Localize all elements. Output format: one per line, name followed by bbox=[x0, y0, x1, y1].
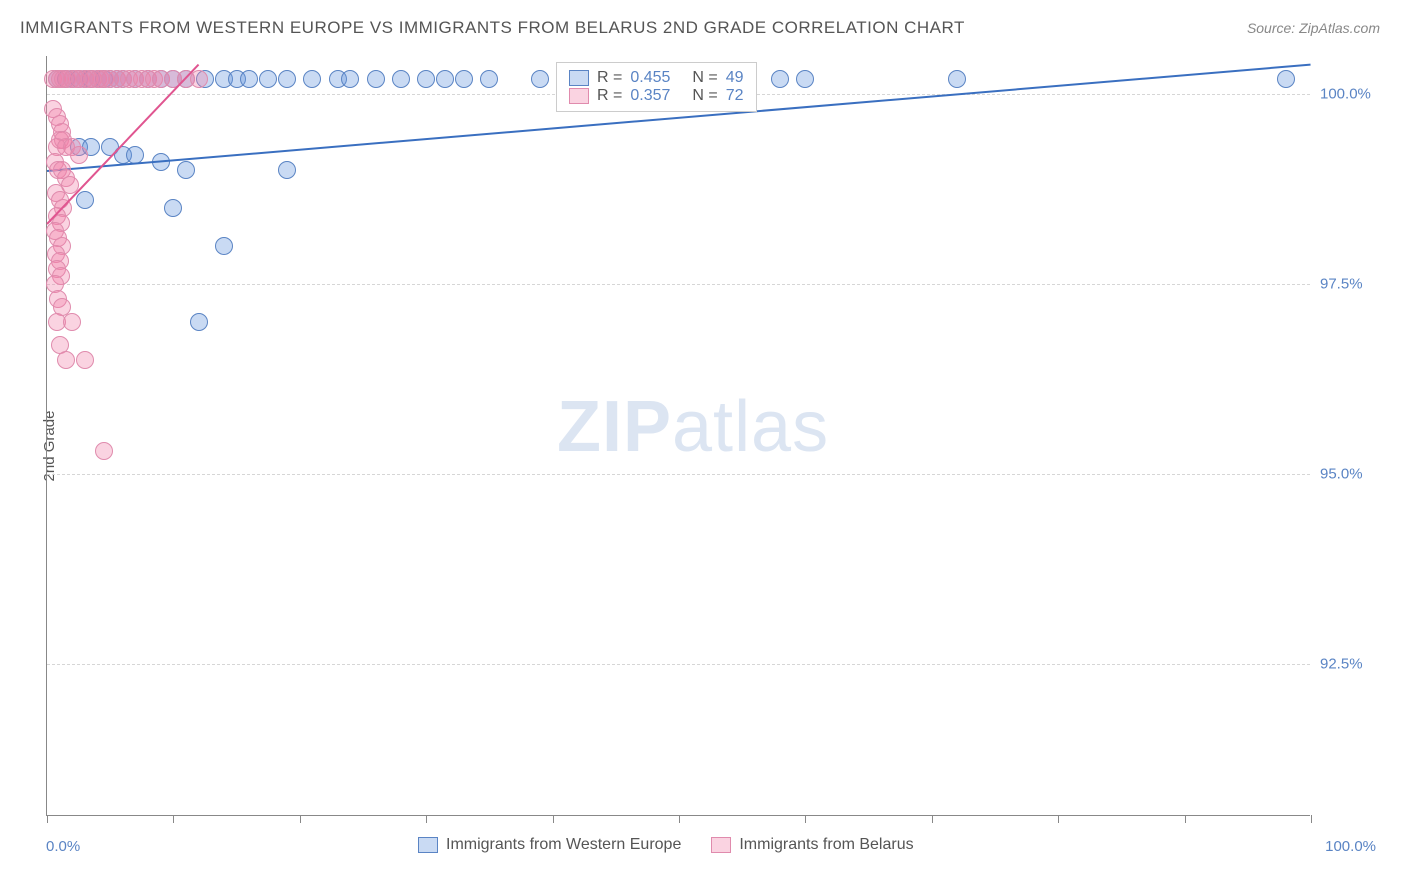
y-tick-label: 97.5% bbox=[1320, 276, 1390, 293]
data-point bbox=[531, 70, 549, 88]
data-point bbox=[796, 70, 814, 88]
x-tick bbox=[173, 815, 174, 823]
x-tick bbox=[300, 815, 301, 823]
data-point bbox=[259, 70, 277, 88]
watermark-text: ZIPatlas bbox=[557, 386, 829, 468]
watermark-zip: ZIP bbox=[557, 387, 672, 467]
x-axis-max-label: 100.0% bbox=[1325, 838, 1376, 855]
x-tick bbox=[47, 815, 48, 823]
data-point bbox=[436, 70, 454, 88]
gridline bbox=[47, 284, 1310, 285]
legend-swatch bbox=[418, 837, 438, 853]
data-point bbox=[164, 199, 182, 217]
scatter-plot-area: ZIPatlas 92.5%95.0%97.5%100.0% bbox=[46, 56, 1310, 816]
data-point bbox=[278, 161, 296, 179]
data-point bbox=[480, 70, 498, 88]
series-legend: Immigrants from Western Europe Immigrants… bbox=[418, 836, 914, 854]
x-axis-min-label: 0.0% bbox=[46, 838, 80, 855]
source-credit: Source: ZipAtlas.com bbox=[1247, 20, 1380, 36]
data-point bbox=[63, 313, 81, 331]
data-point bbox=[948, 70, 966, 88]
legend-swatch bbox=[569, 88, 589, 104]
legend-n-value: 49 bbox=[726, 69, 744, 87]
x-tick bbox=[426, 815, 427, 823]
legend-r-label: R = bbox=[597, 87, 622, 105]
data-point bbox=[177, 161, 195, 179]
x-tick bbox=[679, 815, 680, 823]
legend-n-label: N = bbox=[692, 87, 717, 105]
series-name: Immigrants from Western Europe bbox=[446, 836, 681, 854]
x-tick bbox=[1311, 815, 1312, 823]
data-point bbox=[76, 191, 94, 209]
y-tick-label: 92.5% bbox=[1320, 656, 1390, 673]
legend-swatch bbox=[569, 70, 589, 86]
legend-r-value: 0.357 bbox=[630, 87, 670, 105]
data-point bbox=[417, 70, 435, 88]
series-legend-item: Immigrants from Belarus bbox=[711, 836, 913, 854]
data-point bbox=[190, 313, 208, 331]
x-tick bbox=[932, 815, 933, 823]
gridline bbox=[47, 664, 1310, 665]
data-point bbox=[1277, 70, 1295, 88]
legend-r-value: 0.455 bbox=[630, 69, 670, 87]
x-tick bbox=[1058, 815, 1059, 823]
watermark-atlas: atlas bbox=[672, 387, 829, 467]
legend-swatch bbox=[711, 837, 731, 853]
data-point bbox=[392, 70, 410, 88]
legend-row: R = 0.455 N = 49 bbox=[569, 69, 744, 87]
chart-title: IMMIGRANTS FROM WESTERN EUROPE VS IMMIGR… bbox=[20, 18, 965, 38]
data-point bbox=[57, 351, 75, 369]
data-point bbox=[455, 70, 473, 88]
correlation-legend: R = 0.455 N = 49 R = 0.357 N = 72 bbox=[556, 62, 757, 112]
data-point bbox=[76, 351, 94, 369]
gridline bbox=[47, 474, 1310, 475]
y-tick-label: 100.0% bbox=[1320, 86, 1390, 103]
legend-row: R = 0.357 N = 72 bbox=[569, 87, 744, 105]
data-point bbox=[341, 70, 359, 88]
data-point bbox=[303, 70, 321, 88]
legend-r-label: R = bbox=[597, 69, 622, 87]
legend-n-value: 72 bbox=[726, 87, 744, 105]
legend-n-label: N = bbox=[692, 69, 717, 87]
data-point bbox=[95, 442, 113, 460]
data-point bbox=[215, 237, 233, 255]
data-point bbox=[367, 70, 385, 88]
x-tick bbox=[1185, 815, 1186, 823]
data-point bbox=[240, 70, 258, 88]
data-point bbox=[70, 146, 88, 164]
y-tick-label: 95.0% bbox=[1320, 466, 1390, 483]
series-name: Immigrants from Belarus bbox=[739, 836, 913, 854]
series-legend-item: Immigrants from Western Europe bbox=[418, 836, 681, 854]
x-tick bbox=[553, 815, 554, 823]
data-point bbox=[771, 70, 789, 88]
data-point bbox=[278, 70, 296, 88]
x-tick bbox=[805, 815, 806, 823]
